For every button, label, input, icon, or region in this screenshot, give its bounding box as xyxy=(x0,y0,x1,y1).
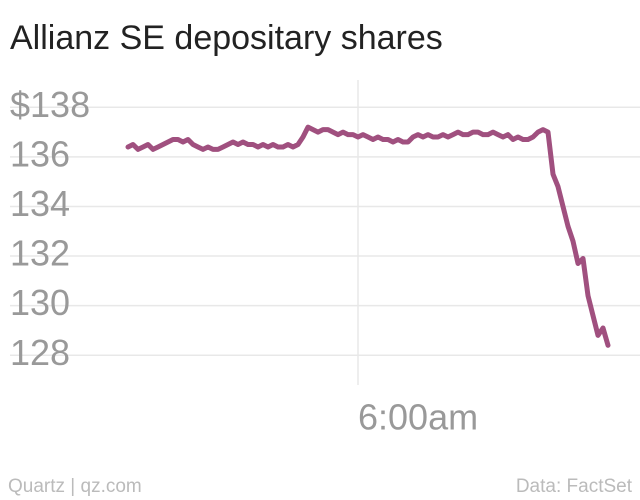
y-tick-label: 132 xyxy=(10,233,70,274)
chart-title: Allianz SE depositary shares xyxy=(10,19,443,57)
y-tick-label: 130 xyxy=(10,282,70,323)
y-tick-label: $138 xyxy=(10,84,90,125)
source: Data: FactSet xyxy=(516,476,633,497)
price-line xyxy=(125,124,611,348)
x-tick-label: 6:00am xyxy=(358,397,478,438)
y-tick-label: 128 xyxy=(10,332,70,373)
y-tick-label: 136 xyxy=(10,133,70,174)
y-tick-label: 134 xyxy=(10,183,70,224)
credit: Quartz | qz.com xyxy=(8,476,142,497)
